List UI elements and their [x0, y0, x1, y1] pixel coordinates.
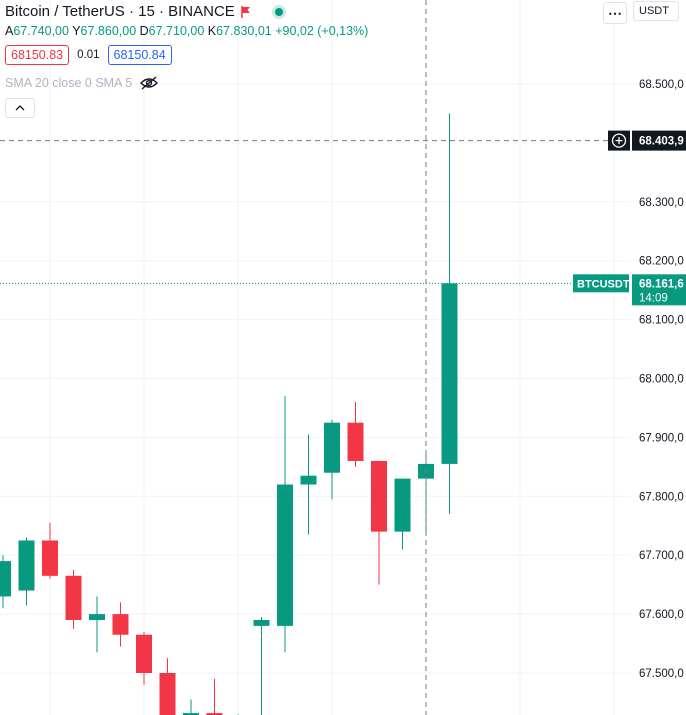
plus-circle-cross: [615, 137, 623, 145]
candle: [112, 602, 129, 647]
candle-body: [136, 634, 152, 673]
price-tick-label: 68.500,0: [639, 79, 684, 91]
candle: [441, 113, 458, 514]
candle-body: [277, 484, 293, 626]
plus-circle-ring: [611, 133, 627, 148]
candles-layer: [0, 113, 458, 715]
candle-body: [206, 713, 223, 715]
candle: [324, 419, 340, 500]
candle-body: [324, 422, 340, 473]
price-tick-label: 67.800,0: [639, 491, 684, 503]
candle-body: [394, 478, 411, 532]
candle: [136, 631, 152, 685]
open-label: A: [5, 24, 14, 38]
plus-circle-icon[interactable]: [608, 130, 630, 151]
close-label: K: [207, 24, 217, 38]
candle-body: [112, 614, 129, 635]
spread-value: 0.01: [77, 49, 100, 61]
candle-body: [253, 619, 270, 626]
candle: [253, 617, 270, 715]
low-label: D: [139, 24, 149, 38]
price-tick-label: 68.200,0: [639, 256, 684, 268]
sell-price-button[interactable]: 68150.83: [5, 45, 70, 65]
buy-price-button[interactable]: 68150.84: [107, 45, 172, 65]
candle: [65, 569, 82, 629]
indicator-label[interactable]: SMA 20 close 0 SMA 5: [5, 76, 133, 90]
candle-body: [65, 575, 82, 620]
chevron-up-icon: [15, 105, 25, 111]
candle-body: [0, 561, 11, 597]
candle: [418, 452, 434, 532]
symbol-tag-label: BTCUSDT: [577, 278, 630, 290]
candle: [159, 658, 176, 715]
change-value: +90,02 (+0,13%): [275, 24, 369, 38]
price-tick-label: 68.300,0: [639, 197, 684, 209]
low-value: 67.710,00: [148, 24, 205, 38]
price-axis[interactable]: 68.500,068.400,068.300,068.200,068.100,0…: [573, 0, 686, 715]
candle-body: [89, 614, 105, 620]
crosshair-price-tag: [632, 130, 686, 151]
chart-grid: [0, 0, 630, 715]
open-value: 67.740,00: [13, 24, 69, 38]
candle-body: [371, 460, 387, 532]
candle-body: [183, 713, 199, 715]
price-tick-label: 67.500,0: [639, 668, 684, 680]
flag-icon[interactable]: [241, 5, 251, 18]
countdown-label: 14:09: [639, 292, 668, 304]
symbol-title-row[interactable]: Bitcoin / TetherUS · 15 · BINANCE: [5, 3, 283, 20]
candle: [300, 434, 317, 535]
symbol-title[interactable]: Bitcoin / TetherUS · 15 · BINANCE: [5, 3, 235, 20]
candle-body: [159, 673, 176, 715]
candle-body: [300, 475, 317, 485]
candle: [183, 699, 199, 715]
high-label: Y: [72, 24, 81, 38]
candle-body: [441, 283, 458, 464]
candle: [371, 460, 387, 585]
candle: [42, 522, 58, 579]
last-price-label: 68.161,6: [639, 278, 684, 290]
close-value: 67.830,01: [216, 24, 272, 38]
price-tick-label: 67.700,0: [639, 550, 684, 562]
chart-legend: Bitcoin / TetherUS · 15 · BINANCE A67.74…: [0, 0, 600, 120]
quote-row: 68150.83 0.01 68150.84: [5, 45, 172, 65]
symbol-tag: [573, 274, 629, 293]
candle-body: [347, 422, 364, 461]
candle-body: [18, 540, 35, 591]
price-overlays: [0, 0, 630, 715]
price-axis-bg: [630, 0, 686, 715]
more-options-button[interactable]: ⋯: [603, 2, 627, 24]
candle: [277, 396, 293, 653]
price-tick-label: 67.600,0: [639, 609, 684, 621]
live-dot-icon: [274, 7, 283, 16]
price-tick-label: 68.000,0: [639, 374, 684, 386]
ohlc-values: A67.740,00 Y67.860,00 D67.710,00 K67.830…: [5, 24, 368, 38]
candle: [89, 596, 105, 653]
price-tick-label: 68.100,0: [639, 315, 684, 327]
price-tick-label: 67.900,0: [639, 432, 684, 444]
last-price-tag: [632, 274, 686, 306]
candle: [18, 537, 35, 606]
crosshair-price-label: 68.403,9: [639, 136, 684, 148]
currency-button[interactable]: USDT: [633, 1, 679, 21]
candle: [347, 402, 364, 467]
candle: [0, 555, 11, 609]
collapse-legend-button[interactable]: [5, 98, 35, 118]
candle-body: [42, 540, 58, 576]
high-value: 67.860,00: [80, 24, 137, 38]
eye-off-icon[interactable]: [140, 76, 159, 90]
candle: [394, 478, 411, 550]
indicator-legend[interactable]: SMA 20 close 0 SMA 5: [5, 76, 159, 90]
candle: [206, 678, 223, 715]
